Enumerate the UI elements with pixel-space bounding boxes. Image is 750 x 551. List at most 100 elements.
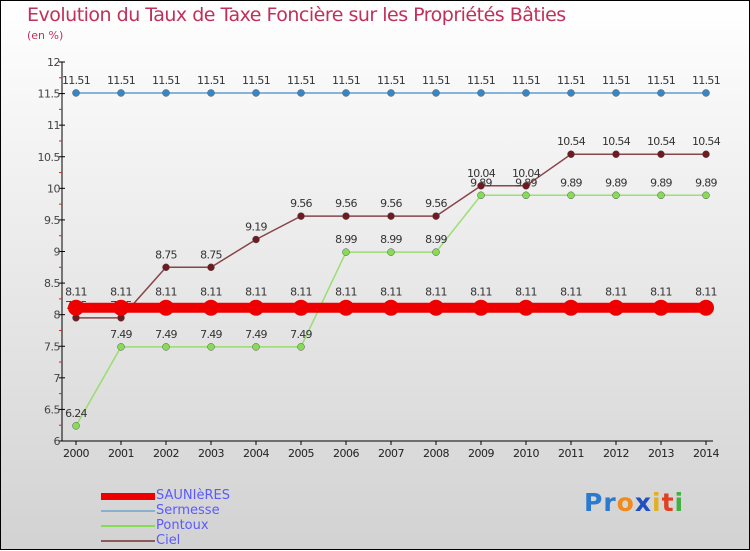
- data-point: [522, 191, 530, 200]
- data-label: 11.51: [107, 74, 135, 87]
- data-label: 7.49: [200, 328, 222, 341]
- data-label: 11.51: [557, 74, 585, 87]
- data-point: [432, 89, 440, 97]
- data-point: [428, 299, 444, 316]
- data-point: [383, 299, 399, 316]
- x-tick-label: 2007: [378, 447, 404, 460]
- legend-swatch-sermesse: [101, 510, 155, 512]
- x-tick-label: 2012: [603, 447, 629, 460]
- data-point: [698, 299, 714, 316]
- data-point: [113, 299, 129, 316]
- data-point: [207, 343, 215, 351]
- data-point: [297, 343, 305, 351]
- data-point: [158, 299, 174, 316]
- data-label: 9.89: [560, 176, 582, 189]
- data-point: [117, 343, 125, 351]
- data-point: [68, 299, 84, 316]
- y-tick-label: 7: [54, 372, 61, 385]
- y-tick-label: 10.5: [38, 151, 61, 164]
- data-label: 11.51: [332, 74, 360, 87]
- data-point: [567, 150, 575, 158]
- data-label: 8.11: [605, 286, 627, 299]
- data-point: [612, 191, 620, 200]
- data-point: [162, 89, 170, 97]
- legend-swatch-saunieres: [101, 493, 155, 500]
- data-label: 11.51: [512, 74, 540, 87]
- y-tick-label: 7.5: [44, 340, 60, 353]
- data-label: 10.54: [647, 135, 676, 148]
- data-point: [702, 150, 710, 158]
- data-point: [477, 182, 485, 190]
- y-tick-label: 11.5: [38, 88, 61, 101]
- data-label: 8.75: [200, 248, 222, 261]
- data-point: [657, 191, 665, 200]
- data-label: 9.89: [695, 176, 717, 189]
- data-point: [293, 299, 309, 316]
- data-label: 6.24: [65, 407, 87, 420]
- y-tick-label: 8.5: [44, 277, 60, 290]
- data-label: 8.11: [245, 286, 267, 299]
- x-tick-label: 2000: [63, 447, 89, 460]
- data-label: 8.11: [110, 286, 132, 299]
- data-point: [207, 263, 215, 272]
- data-label: 11.51: [602, 74, 630, 87]
- data-point: [387, 248, 395, 256]
- data-point: [567, 89, 575, 97]
- data-label: 11.51: [647, 74, 675, 87]
- y-tick-label: 9: [54, 246, 61, 259]
- data-point: [342, 89, 350, 97]
- data-point: [72, 422, 80, 430]
- data-point: [522, 89, 530, 97]
- y-tick-label: 6.5: [44, 403, 60, 416]
- data-label: 10.54: [557, 135, 586, 148]
- data-point: [473, 299, 489, 316]
- data-point: [248, 299, 264, 316]
- x-tick-label: 2001: [108, 447, 134, 460]
- data-label: 8.11: [515, 286, 537, 299]
- data-label: 11.51: [242, 74, 270, 87]
- data-label: 8.11: [470, 286, 492, 299]
- data-label: 8.11: [335, 286, 357, 299]
- legend-label-pontoux: Pontoux: [156, 518, 209, 533]
- data-point: [203, 299, 219, 316]
- legend-swatch-pontoux: [101, 525, 155, 527]
- data-point: [563, 299, 579, 316]
- data-point: [252, 343, 260, 351]
- data-point: [387, 212, 395, 220]
- y-tick-label: 10: [47, 182, 60, 195]
- data-point: [477, 191, 485, 200]
- x-tick-label: 2009: [468, 447, 494, 460]
- data-label: 10.54: [602, 135, 631, 148]
- data-point: [162, 343, 170, 351]
- data-label: 8.11: [155, 286, 177, 299]
- data-point: [702, 89, 710, 97]
- x-tick-label: 2006: [333, 447, 359, 460]
- data-point: [432, 212, 440, 220]
- data-label: 9.89: [605, 176, 627, 189]
- data-label: 7.49: [155, 328, 177, 341]
- x-tick-label: 2003: [198, 447, 224, 460]
- data-point: [657, 150, 665, 158]
- data-point: [518, 299, 534, 316]
- data-label: 10.04: [467, 167, 496, 180]
- data-label: 8.11: [290, 286, 312, 299]
- data-label: 8.11: [560, 286, 582, 299]
- legend-label-saunieres: SAUNIèRES: [156, 488, 230, 503]
- x-tick-label: 2014: [693, 447, 719, 460]
- data-label: 9.56: [425, 197, 447, 210]
- data-point: [252, 235, 260, 244]
- y-tick-label: 6: [54, 435, 61, 448]
- y-tick-label: 11: [47, 119, 60, 132]
- data-point: [387, 89, 395, 97]
- data-point: [297, 212, 305, 220]
- data-label: 8.99: [380, 233, 402, 246]
- legend-label-ciel: Ciel: [156, 533, 181, 548]
- data-point: [432, 248, 440, 256]
- proxiti-logo: Proxiti: [584, 488, 685, 517]
- chart-title: Evolution du Taux de Taxe Foncière sur l…: [27, 4, 566, 26]
- data-point: [567, 191, 575, 200]
- data-label: 7.49: [290, 328, 312, 341]
- chart-subtitle: (en %): [27, 29, 64, 42]
